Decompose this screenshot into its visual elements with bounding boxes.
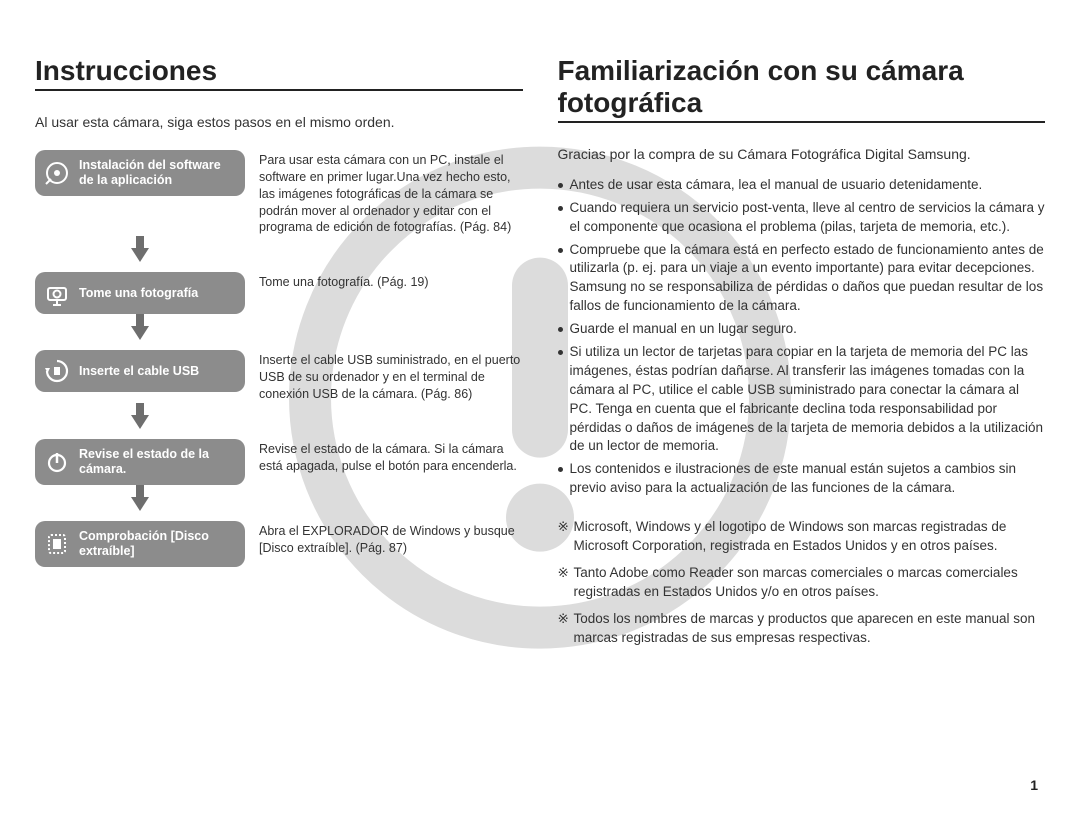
right-title: Familiarización con su cámara fotográfic… <box>558 55 1046 123</box>
step-arrow <box>35 326 245 340</box>
power-icon <box>43 449 71 475</box>
step-desc: Abra el EXPLORADOR de Windows y busque [… <box>259 521 523 557</box>
left-intro: Al usar esta cámara, siga estos pasos en… <box>35 113 523 132</box>
left-title: Instrucciones <box>35 55 523 91</box>
right-column: Familiarización con su cámara fotográfic… <box>558 55 1046 655</box>
trademark-item: ※Todos los nombres de marcas y productos… <box>558 610 1046 648</box>
left-column: Instrucciones Al usar esta cámara, siga … <box>35 55 523 655</box>
step-pill-install: Instalación del software de la aplicació… <box>35 150 245 196</box>
trademarks-block: ※Microsoft, Windows y el logotipo de Win… <box>558 518 1046 647</box>
reference-mark-icon: ※ <box>558 610 569 629</box>
usb-cycle-icon <box>43 358 71 384</box>
step-desc: Para usar esta cámara con un PC, instale… <box>259 150 523 236</box>
reference-mark-icon: ※ <box>558 518 569 537</box>
bullet-item: Los contenidos e ilustraciones de este m… <box>558 460 1046 498</box>
steps-list: Instalación del software de la aplicació… <box>35 150 523 573</box>
trademark-item: ※Tanto Adobe como Reader son marcas come… <box>558 564 1046 602</box>
step-label: Instalación del software de la aplicació… <box>79 158 235 188</box>
step-label: Inserte el cable USB <box>79 364 199 379</box>
bullet-item: Guarde el manual en un lugar seguro. <box>558 320 1046 339</box>
step-row: Instalación del software de la aplicació… <box>35 150 523 236</box>
trademark-item: ※Microsoft, Windows y el logotipo de Win… <box>558 518 1046 556</box>
step-pill-power: Revise el estado de la cámara. <box>35 439 245 485</box>
step-arrow <box>35 248 245 262</box>
step-row: Comprobación [Disco extraíble] Abra el E… <box>35 521 523 567</box>
step-desc: Inserte el cable USB suministrado, en el… <box>259 350 523 403</box>
step-pill-disk: Comprobación [Disco extraíble] <box>35 521 245 567</box>
step-row: Inserte el cable USB Inserte el cable US… <box>35 350 523 403</box>
disc-icon <box>43 160 71 186</box>
sd-icon <box>43 531 71 557</box>
step-desc: Tome una fotografía. (Pág. 19) <box>259 272 523 291</box>
reference-mark-icon: ※ <box>558 564 569 583</box>
page-number: 1 <box>1030 777 1038 793</box>
step-label: Comprobación [Disco extraíble] <box>79 529 235 559</box>
camera-icon <box>43 280 71 306</box>
step-row: Revise el estado de la cámara. Revise el… <box>35 439 523 485</box>
step-arrow <box>35 415 245 429</box>
step-label: Tome una fotografía <box>79 286 198 301</box>
bullet-item: Antes de usar esta cámara, lea el manual… <box>558 176 1046 195</box>
step-row: Tome una fotografía Tome una fotografía.… <box>35 272 523 314</box>
bullet-item: Compruebe que la cámara está en perfecto… <box>558 241 1046 317</box>
bullet-list: Antes de usar esta cámara, lea el manual… <box>558 176 1046 498</box>
bullet-item: Si utiliza un lector de tarjetas para co… <box>558 343 1046 456</box>
step-arrow <box>35 497 245 511</box>
thanks-text: Gracias por la compra de su Cámara Fotog… <box>558 145 1046 164</box>
step-pill-photo: Tome una fotografía <box>35 272 245 314</box>
step-label: Revise el estado de la cámara. <box>79 447 235 477</box>
bullet-item: Cuando requiera un servicio post-venta, … <box>558 199 1046 237</box>
step-pill-usb: Inserte el cable USB <box>35 350 245 392</box>
step-desc: Revise el estado de la cámara. Si la cám… <box>259 439 523 475</box>
